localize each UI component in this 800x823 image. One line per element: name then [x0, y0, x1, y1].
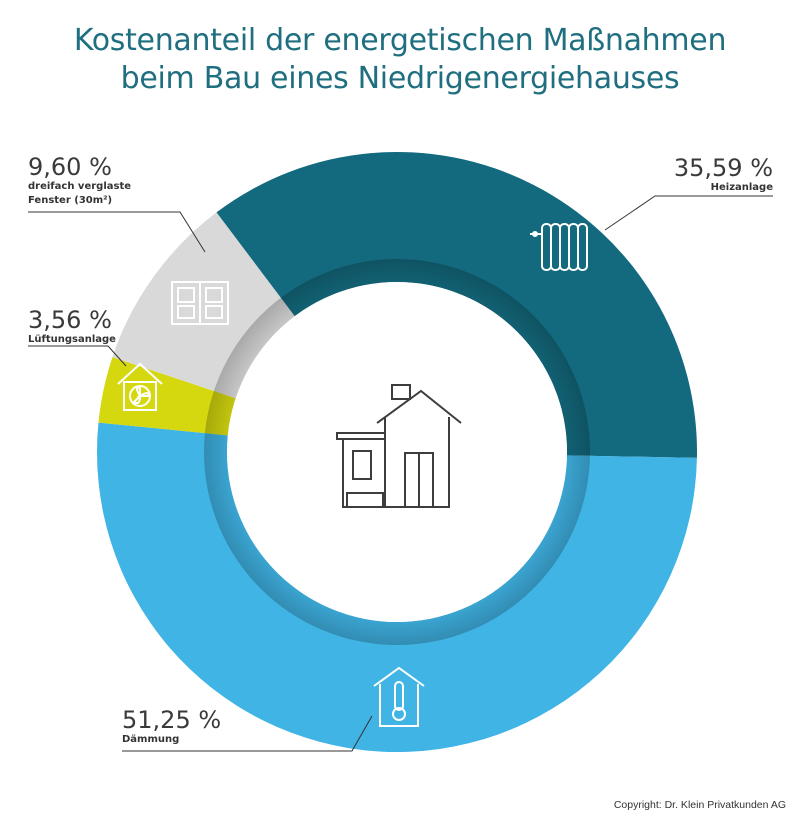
radiator-icon: [530, 223, 588, 271]
category-label-1: Dämmung: [122, 734, 179, 745]
category-label-line2-3: Fenster (30m²): [28, 195, 112, 206]
chart-title-line1: Kostenanteil der energetischen Maßnahmen: [73, 23, 727, 58]
donut-hole: [227, 282, 567, 622]
slice-0: [216, 152, 697, 458]
category-label-2: Lüftungsanlage: [28, 334, 116, 345]
value-label-3: 9,60 %: [28, 153, 112, 181]
leader-line-2: [28, 345, 127, 367]
category-label-3: dreifach verglaste: [28, 181, 131, 192]
value-label-1: 51,25 %: [122, 706, 221, 734]
slice-2: [98, 357, 236, 436]
fan-house-icon: [117, 362, 163, 411]
value-label-0: 35,59 %: [674, 154, 773, 182]
slice-1: [96, 422, 697, 753]
window-icon: [171, 281, 229, 325]
category-label-0: Heizanlage: [711, 182, 774, 193]
copyright-text: Copyright: Dr. Klein Privatkunden AG: [613, 799, 786, 811]
value-label-2: 3,56 %: [28, 306, 112, 334]
leader-line-0: [604, 195, 773, 231]
leader-line-3: [28, 211, 206, 253]
chart-title-line2: beim Bau eines Niedrigenergiehauses: [120, 61, 680, 96]
leader-line-1: [122, 715, 373, 752]
house-icon: [336, 384, 462, 508]
thermometer-house-icon: [373, 666, 425, 727]
